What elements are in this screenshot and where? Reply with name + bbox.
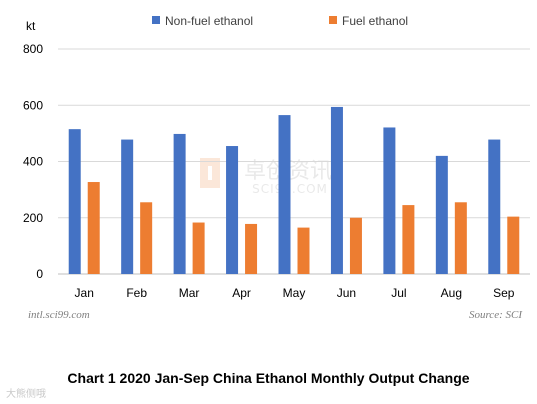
bar-non-fuel-jul	[383, 127, 396, 274]
bar-non-fuel-apr	[226, 146, 239, 274]
y-tick-label: 200	[23, 211, 43, 225]
bar-fuel-mar	[192, 222, 205, 274]
x-tick-label: Jan	[75, 286, 94, 300]
bar-fuel-feb	[140, 202, 153, 274]
y-tick-label: 0	[36, 267, 43, 281]
bar-non-fuel-aug	[435, 155, 448, 274]
bar-non-fuel-mar	[173, 133, 186, 274]
corner-watermark: 大熊侧哦	[6, 389, 46, 400]
chart: 卓创资讯 SCI99.COM 0200400600800JanFebMarApr…	[23, 14, 530, 321]
bar-non-fuel-jan	[68, 129, 81, 274]
bar-fuel-aug	[454, 202, 467, 274]
x-tick-label: Mar	[179, 286, 200, 300]
bar-fuel-apr	[245, 223, 258, 274]
y-axis-unit: kt	[26, 19, 36, 33]
bar-fuel-jul	[402, 205, 415, 274]
bar-non-fuel-sep	[488, 139, 501, 274]
x-tick-label: Jul	[391, 286, 406, 300]
bar-fuel-jan	[87, 182, 100, 274]
legend-swatch	[329, 16, 337, 24]
chart-caption: Chart 1 2020 Jan-Sep China Ethanol Month…	[67, 370, 470, 386]
bars	[68, 106, 520, 274]
bar-non-fuel-jun	[330, 106, 343, 274]
x-tick-label: May	[283, 286, 306, 300]
legend-label: Non-fuel ethanol	[165, 14, 253, 28]
footer-left: intl.sci99.com	[28, 309, 90, 321]
y-tick-label: 600	[23, 98, 43, 112]
watermark-logo	[200, 158, 220, 188]
bar-fuel-jun	[349, 217, 362, 274]
x-tick-label: Feb	[126, 286, 147, 300]
bar-fuel-may	[297, 227, 310, 274]
x-tick-label: Apr	[232, 286, 251, 300]
legend: Non-fuel ethanol Fuel ethanol	[152, 14, 408, 28]
bar-non-fuel-may	[278, 115, 291, 274]
legend-label: Fuel ethanol	[342, 14, 408, 28]
y-tick-label: 400	[23, 155, 43, 169]
x-tick-label: Aug	[441, 286, 462, 300]
gridlines	[58, 48, 530, 275]
footer-right: Source: SCI	[469, 309, 523, 321]
y-tick-label: 800	[23, 42, 43, 56]
bar-fuel-sep	[507, 216, 520, 274]
bar-non-fuel-feb	[121, 139, 134, 274]
chart-frame: 卓创资讯 SCI99.COM 0200400600800JanFebMarApr…	[22, 14, 530, 321]
legend-swatch	[152, 16, 160, 24]
tick-labels: 0 200 400 600 800 Jan Feb Mar Apr May Jun Jul Aug Sep	[23, 42, 515, 300]
x-tick-label: Jun	[337, 286, 356, 300]
x-tick-label: Sep	[493, 286, 515, 300]
